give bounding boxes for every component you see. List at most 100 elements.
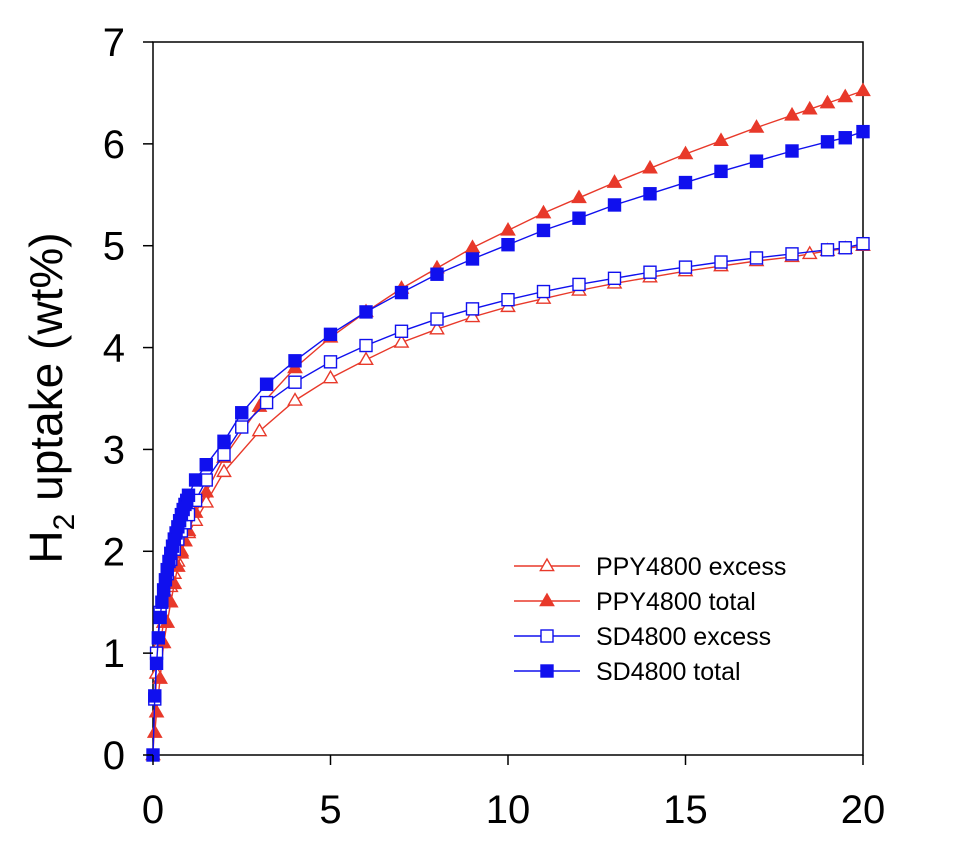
series-3-point-37 [678, 175, 693, 190]
y-tick-label-1: 1 [103, 632, 125, 676]
series-3-point-43 [856, 124, 870, 139]
series-1-point-20 [464, 239, 481, 254]
series-3-point-4 [153, 610, 167, 625]
series-2-point-16 [288, 375, 302, 389]
legend-entry-2: SD4800 excess [514, 623, 771, 651]
series-2-point-28 [714, 255, 728, 269]
series-0-point-17 [358, 351, 374, 366]
series-2-point-32 [838, 241, 852, 255]
series-2-point-31 [820, 243, 835, 257]
series-1-point-0 [146, 724, 163, 738]
series-0-point-15 [287, 392, 303, 406]
series-1-point-23 [571, 189, 587, 204]
series-0-point-14 [251, 422, 268, 437]
legend-entry-3: SD4800 total [514, 658, 741, 686]
series-3-point-1 [148, 689, 162, 703]
legend-entry-1: PPY4800 total [514, 588, 756, 616]
series-1-point-24 [606, 174, 623, 188]
series-2-point-21 [465, 302, 480, 316]
series-3-point-22 [199, 458, 213, 472]
y-tick-label-3: 3 [103, 428, 125, 472]
series-3-point-35 [607, 198, 622, 212]
series-1-point-12 [198, 483, 215, 498]
legend-label-1: PPY4800 total [596, 588, 756, 616]
x-tick-label-1: 5 [319, 788, 341, 832]
series-3 [146, 124, 870, 762]
series-3-point-20 [181, 488, 196, 502]
series-2-point-30 [785, 247, 799, 261]
series-0-point-20 [464, 308, 481, 323]
series-2-point-14 [235, 420, 249, 434]
series-1-point-26 [677, 145, 694, 160]
series-2-point-19 [394, 324, 409, 338]
series-1-line [154, 90, 864, 733]
series-1-point-25 [642, 159, 658, 174]
series-3-point-5 [155, 595, 169, 609]
series-2-point-33 [856, 236, 870, 251]
series-3-point-2 [149, 656, 164, 671]
series-3-point-3 [151, 631, 166, 645]
series-0-line [152, 245, 864, 756]
legend-marker-0 [539, 557, 555, 572]
series-3-point-31 [465, 252, 480, 266]
series-3-point-38 [714, 164, 728, 179]
x-tick-label-2: 10 [486, 788, 531, 832]
series-0-point-19 [429, 320, 445, 335]
series-3-point-26 [288, 354, 302, 368]
series-2-point-20 [430, 312, 444, 326]
series-1-point-22 [535, 204, 552, 219]
series-1-point-1 [148, 703, 165, 718]
x-tick-label-4: 20 [841, 788, 886, 832]
series-3-point-39 [749, 154, 764, 168]
series-2-point-27 [678, 260, 693, 274]
series-1-point-2 [152, 670, 168, 684]
series-3-point-33 [536, 223, 551, 238]
series-0 [145, 237, 871, 761]
series-2-point-18 [359, 338, 373, 353]
y-tick-label-7: 7 [103, 21, 125, 65]
series-3-point-21 [188, 473, 203, 487]
series-2-point-29 [749, 251, 764, 265]
series-0-point-18 [393, 334, 410, 348]
series-2-point-15 [259, 395, 274, 410]
y-tick-label-5: 5 [103, 225, 125, 269]
series-3-point-30 [430, 267, 444, 281]
series-0-point-13 [216, 463, 232, 478]
y-tick-label-0: 0 [103, 734, 125, 778]
series-1-point-28 [748, 119, 765, 133]
series-2-point-25 [607, 271, 622, 286]
legend-marker-3 [540, 664, 554, 678]
series-2-point-17 [323, 355, 338, 369]
series-2-point-26 [643, 265, 657, 279]
series-0-point-16 [322, 369, 339, 384]
series-1-point-29 [784, 106, 800, 121]
series-1-point-30 [801, 100, 818, 115]
series-2-point-23 [536, 284, 551, 299]
legend-entry-0: PPY4800 excess [514, 553, 786, 581]
y-tick-label-4: 4 [103, 327, 125, 371]
x-tick-label-3: 15 [663, 788, 708, 832]
series-1-point-27 [713, 132, 729, 147]
series-0-point-12 [198, 493, 215, 508]
y-tick-label-2: 2 [103, 530, 125, 574]
series-3-point-42 [838, 131, 852, 145]
series-2-point-24 [572, 277, 586, 292]
series-3-point-34 [572, 211, 586, 225]
series-layer [145, 82, 871, 762]
legend: PPY4800 excess PPY4800 total SD4800 excess… [514, 553, 786, 686]
series-3-point-28 [359, 305, 373, 319]
series-2-point-13 [217, 447, 231, 462]
series-3-point-24 [235, 406, 249, 420]
series-3-point-40 [785, 144, 799, 158]
series-3-point-27 [323, 327, 338, 342]
series-2-point-22 [501, 292, 515, 307]
legend-label-3: SD4800 total [596, 658, 741, 686]
y-axis-title: H2 uptake (wt%) [20, 232, 81, 563]
series-3-point-23 [217, 434, 231, 448]
series-1-point-32 [837, 88, 854, 103]
series-3-point-25 [259, 377, 274, 391]
legend-marker-1 [539, 592, 555, 607]
series-3-point-41 [820, 135, 835, 149]
legend-label-2: SD4800 excess [596, 623, 771, 651]
